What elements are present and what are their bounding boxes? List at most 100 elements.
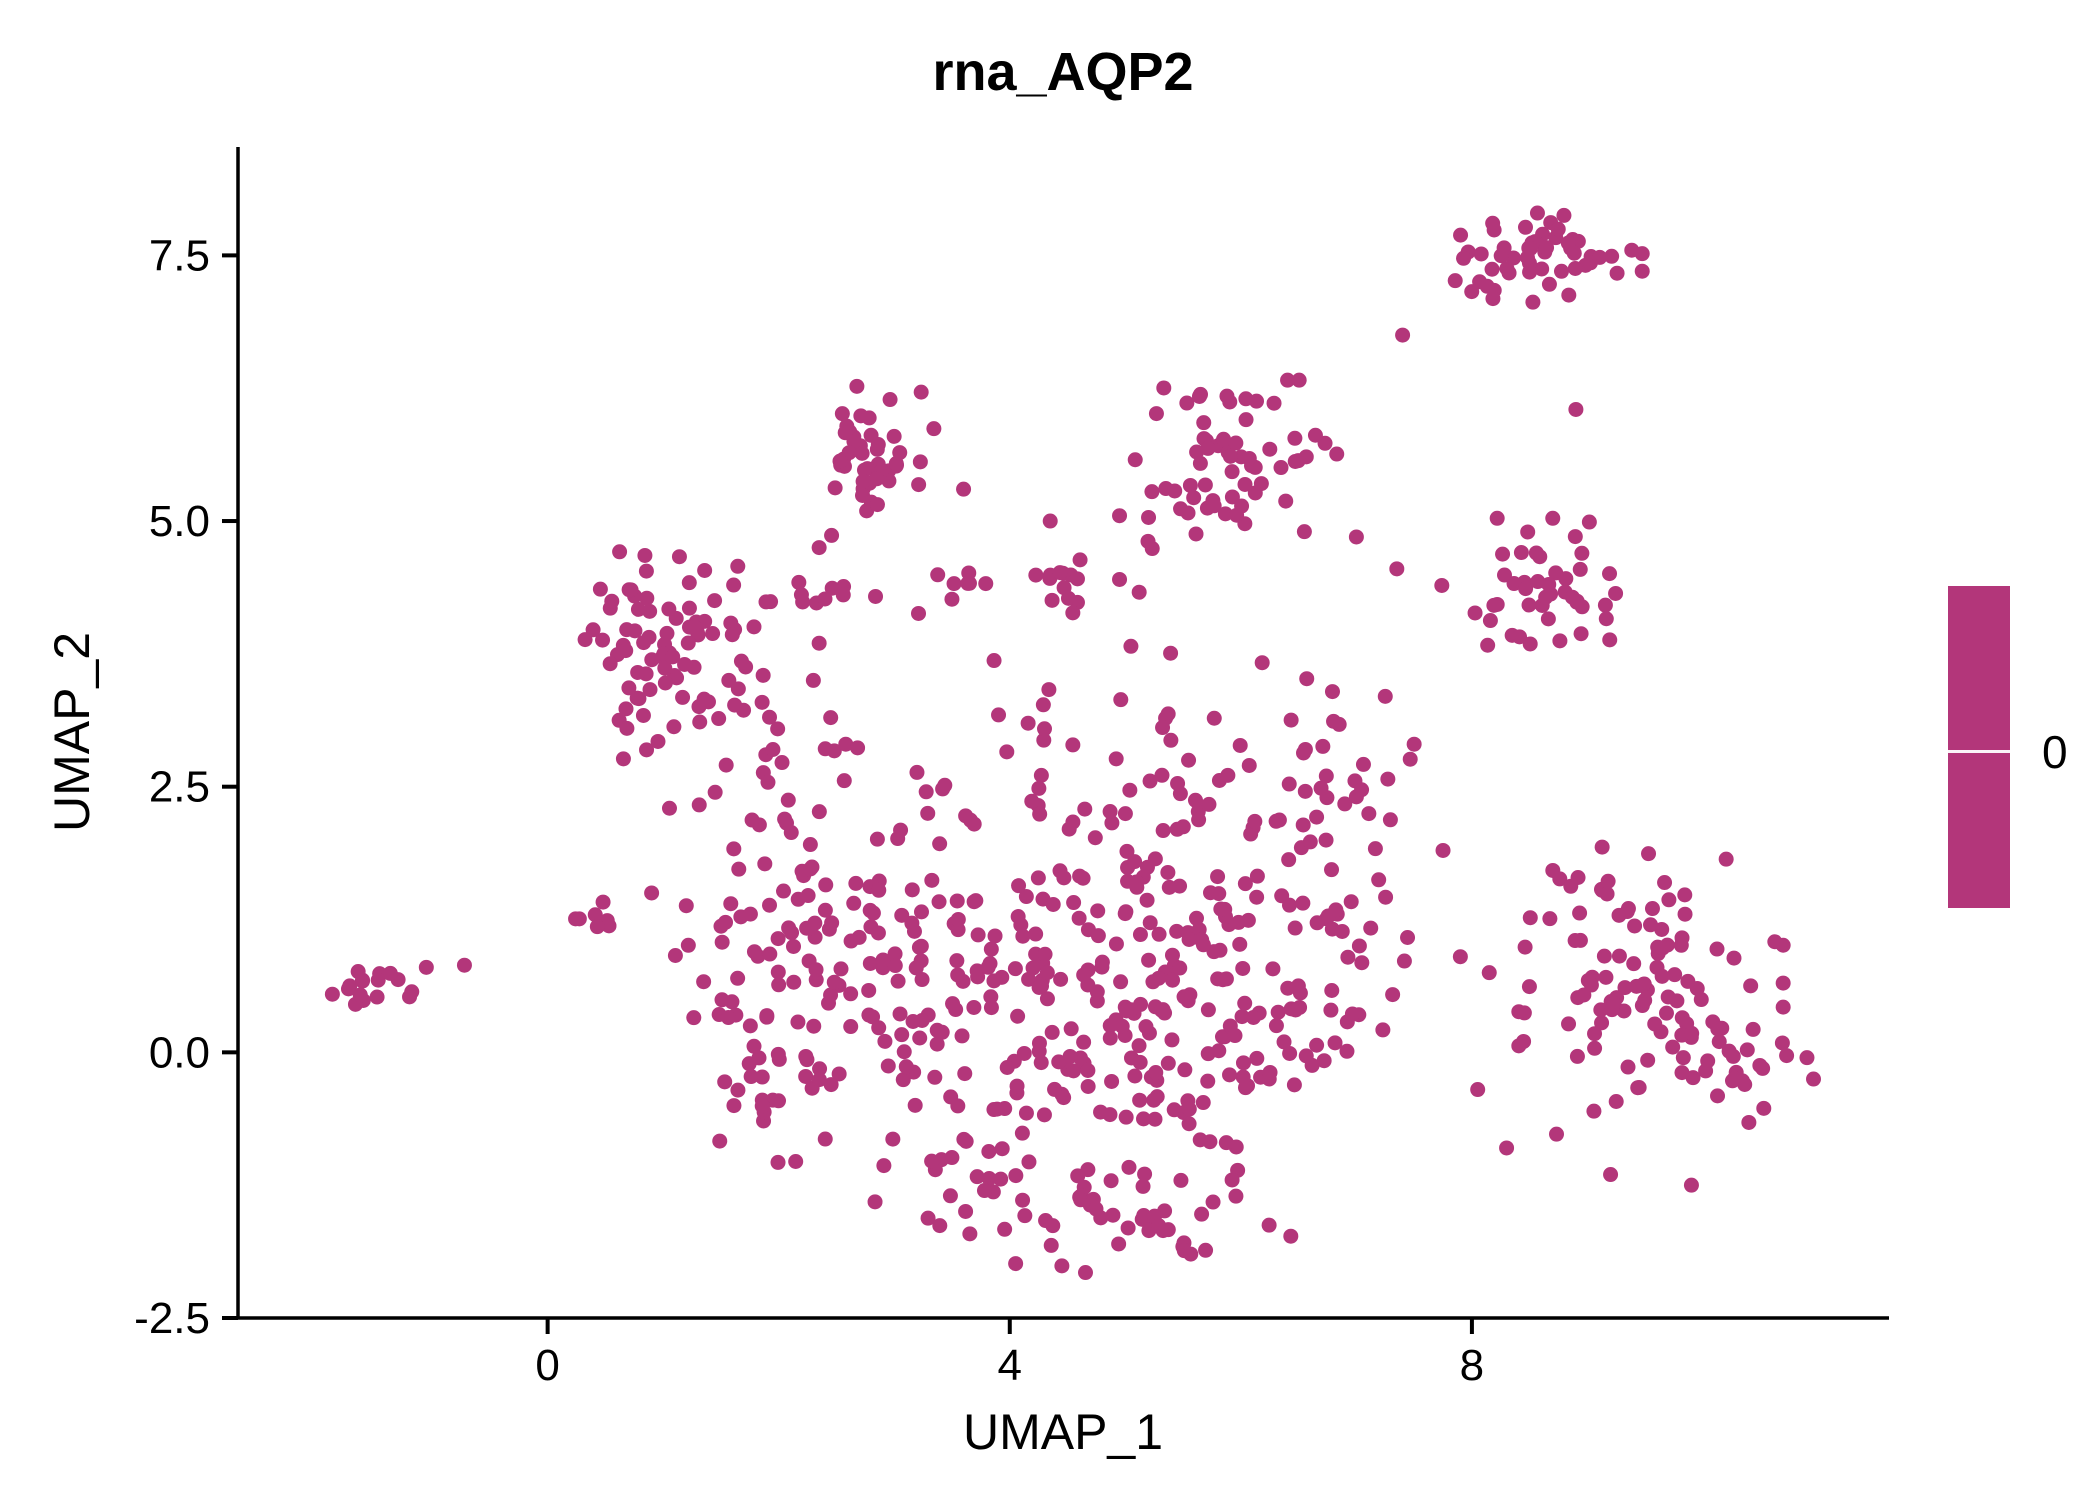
cell-point <box>1511 1004 1527 1020</box>
cell-point <box>744 812 760 828</box>
cell-point <box>907 1097 923 1113</box>
cell-point <box>1141 509 1157 525</box>
cell-point <box>1227 1028 1243 1044</box>
cell-point <box>1631 1079 1647 1095</box>
cell-point <box>832 453 848 469</box>
cell-point <box>1249 889 1265 905</box>
cell-point <box>1552 871 1568 887</box>
cell-point <box>993 1171 1009 1187</box>
cell-point <box>1141 952 1157 968</box>
cell-point <box>1077 801 1093 817</box>
cell-point <box>1217 901 1233 917</box>
cell-point <box>1108 751 1124 767</box>
cell-point <box>1176 989 1192 1005</box>
cell-point <box>1658 1005 1674 1021</box>
cell-point <box>1194 932 1210 948</box>
cell-point <box>1315 738 1331 754</box>
cell-point <box>1620 1059 1636 1075</box>
cell-point <box>1603 1167 1619 1183</box>
cell-point <box>1725 1048 1741 1064</box>
cell-point <box>930 567 946 583</box>
cell-point <box>1132 1092 1148 1108</box>
cell-point <box>618 701 634 717</box>
cell-point <box>1254 655 1270 671</box>
cell-point <box>1076 1034 1092 1050</box>
cell-point <box>1056 870 1072 886</box>
cell-point <box>942 1188 958 1204</box>
cell-point <box>1030 870 1046 886</box>
cell-point <box>1673 937 1689 953</box>
cell-point <box>950 911 966 927</box>
cell-point <box>1094 954 1110 970</box>
cell-point <box>1597 597 1613 613</box>
cell-point <box>1489 510 1505 526</box>
y-tick-label: 0.0 <box>149 1028 210 1077</box>
cell-point <box>1611 907 1627 923</box>
cell-point <box>780 792 796 808</box>
cell-point <box>1188 526 1204 542</box>
cell-point <box>958 1203 974 1219</box>
cell-point <box>981 1143 997 1159</box>
cell-point <box>865 905 881 921</box>
cell-point <box>754 1098 770 1114</box>
cell-point <box>675 689 691 705</box>
cell-point <box>861 1007 877 1023</box>
cell-point <box>1072 1050 1088 1066</box>
cell-point <box>1291 372 1307 388</box>
cell-point <box>1655 940 1671 956</box>
cell-point <box>1545 510 1561 526</box>
cell-point <box>1200 1002 1216 1018</box>
cell-point <box>1189 444 1205 460</box>
cell-point <box>1173 1172 1189 1188</box>
cell-point <box>1667 967 1683 983</box>
cell-point <box>1192 1132 1208 1148</box>
cell-point <box>1290 453 1306 469</box>
cell-point <box>997 1221 1013 1237</box>
cell-point <box>746 619 762 635</box>
cell-point <box>1142 915 1158 931</box>
cell-point <box>969 1169 985 1185</box>
cell-point <box>1434 577 1450 593</box>
cell-point <box>1334 923 1350 939</box>
cell-point <box>1200 1046 1216 1062</box>
cell-point <box>1148 406 1164 422</box>
cell-point <box>1138 1019 1154 1035</box>
cell-point <box>324 986 340 1002</box>
cell-point <box>750 948 766 964</box>
cell-point <box>595 894 611 910</box>
cell-point <box>1799 1050 1815 1066</box>
cell-point <box>1160 864 1176 880</box>
cell-point <box>1018 889 1034 905</box>
cell-point <box>1711 1034 1727 1050</box>
cell-point <box>1573 626 1589 642</box>
cell-point <box>812 1061 828 1077</box>
cell-point <box>568 911 584 927</box>
cell-point <box>1482 613 1498 629</box>
cell-point <box>1674 1065 1690 1081</box>
cell-point <box>1090 903 1106 919</box>
cell-point <box>890 973 906 989</box>
cell-point <box>1276 1034 1292 1050</box>
cell-point <box>1261 1217 1277 1233</box>
cell-point <box>1010 909 1026 925</box>
cell-point <box>834 406 850 422</box>
cell-point <box>1036 1107 1052 1123</box>
cell-point <box>1522 910 1538 926</box>
cell-point <box>1567 529 1583 545</box>
cell-point <box>1172 960 1188 976</box>
cell-point <box>1156 380 1172 396</box>
cell-point <box>1337 796 1353 812</box>
cell-point <box>994 969 1010 985</box>
cell-point <box>1568 401 1584 417</box>
cell-point <box>1400 930 1416 946</box>
cell-point <box>1313 780 1329 796</box>
cell-point <box>1435 842 1451 858</box>
cell-point <box>908 960 924 976</box>
cell-point <box>1212 942 1228 958</box>
cell-point <box>1151 970 1167 986</box>
cell-point <box>1197 477 1213 493</box>
cell-point <box>1136 1111 1152 1127</box>
cell-point <box>1361 806 1377 822</box>
cell-point <box>714 992 730 1008</box>
